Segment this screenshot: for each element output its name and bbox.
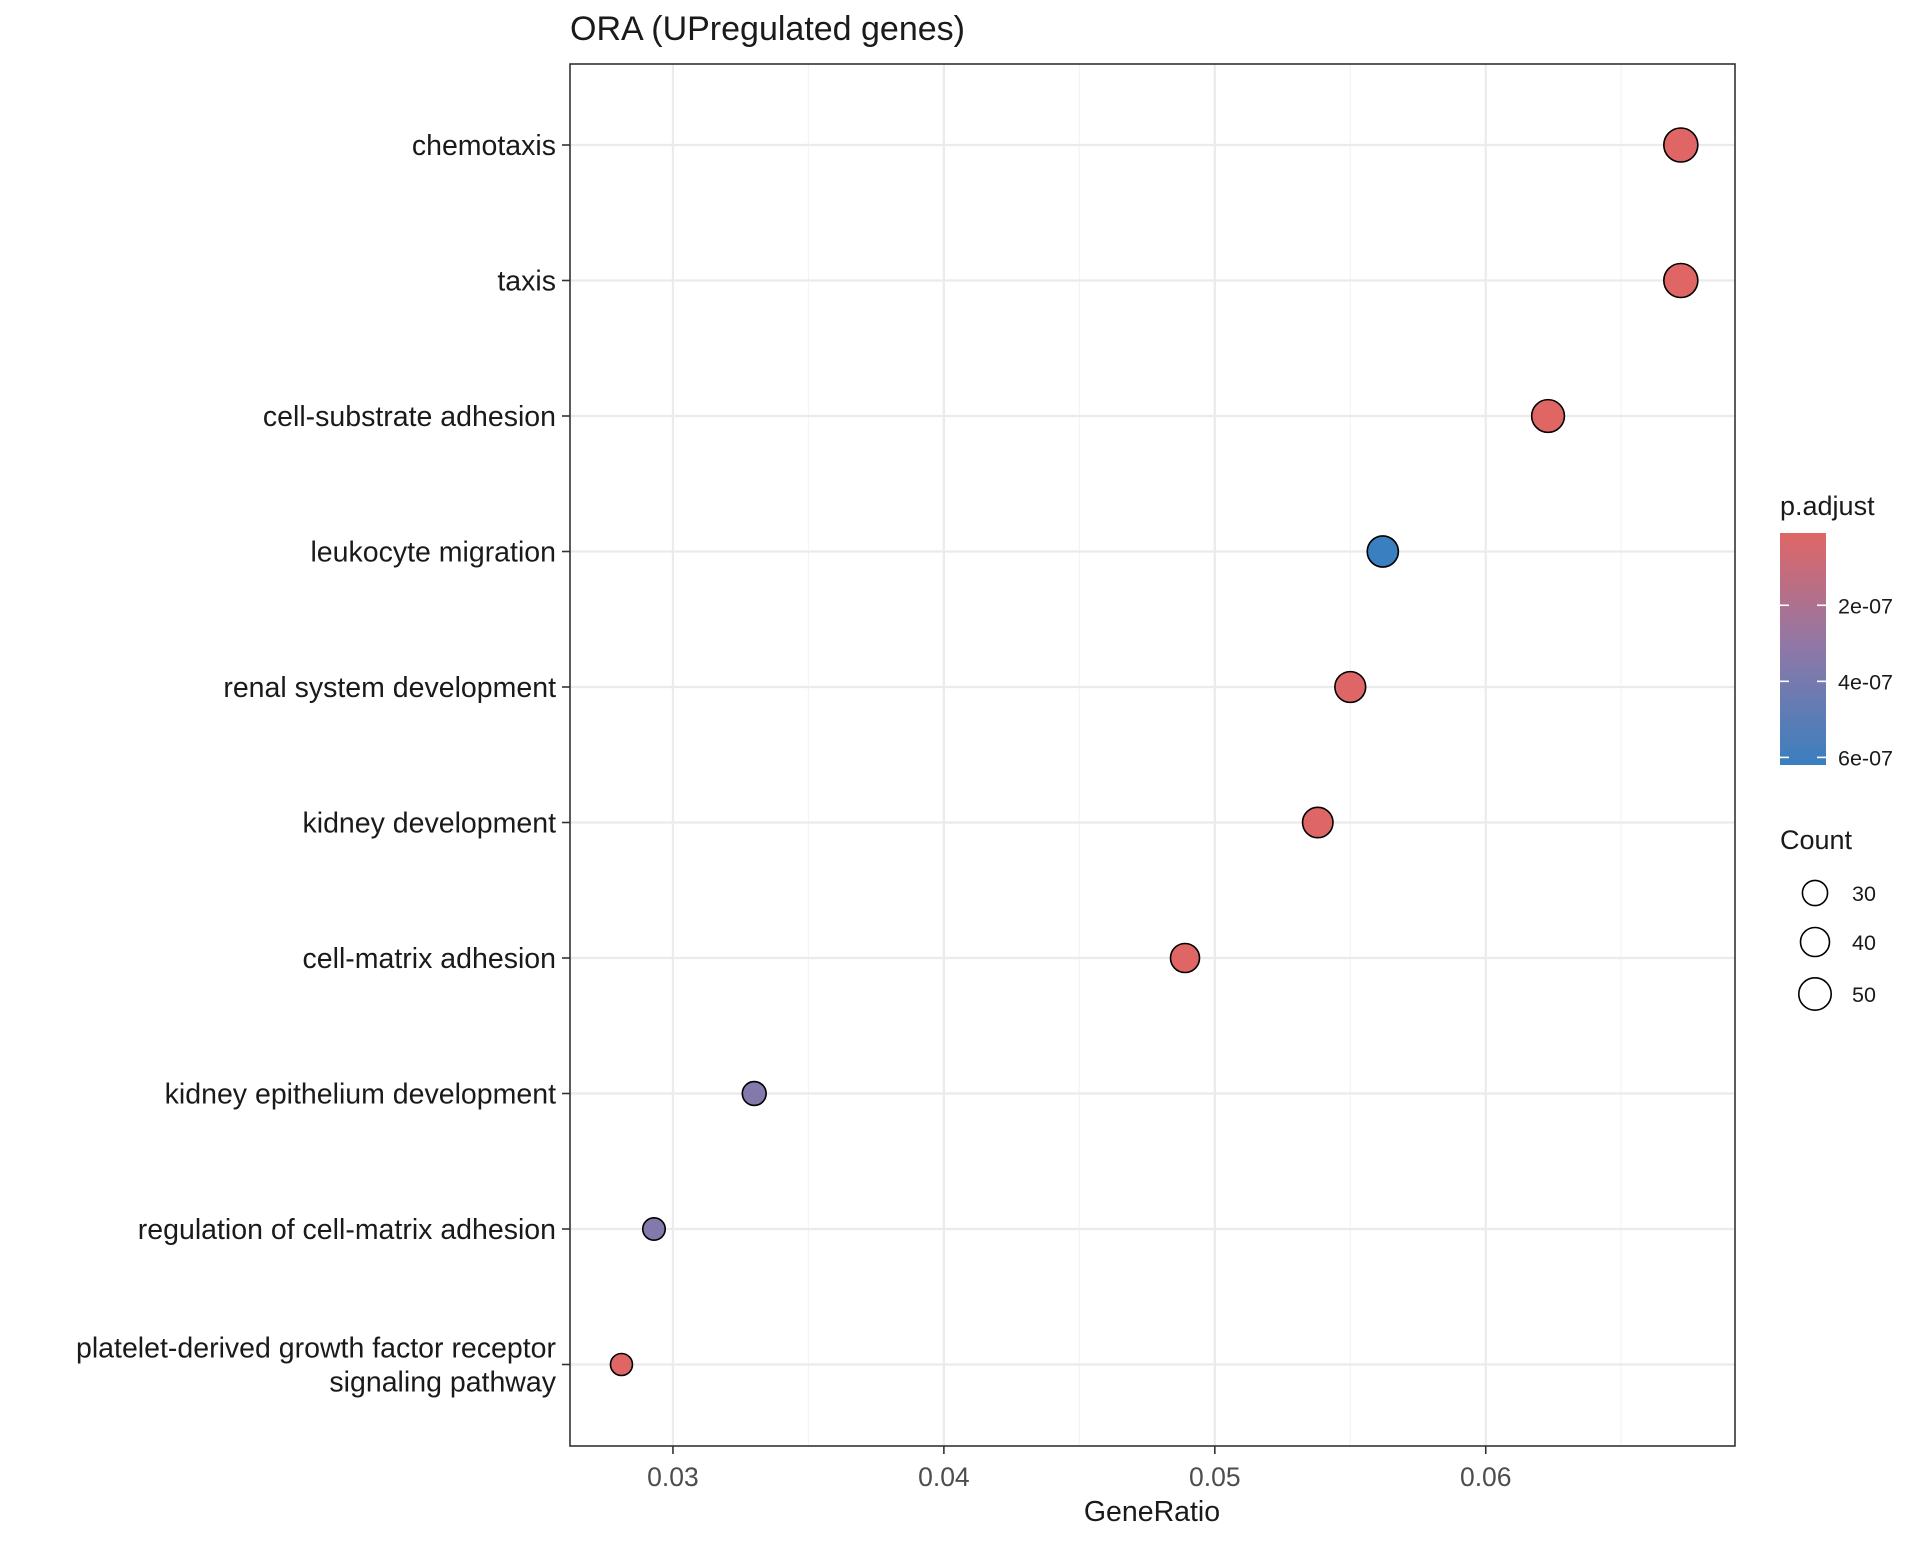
count-legend-items: 30 40 50 bbox=[1797, 879, 1876, 1012]
count-legend-circle bbox=[1801, 879, 1829, 907]
p-adjust-colorbar bbox=[1780, 533, 1826, 765]
y-axis-category-label: taxis bbox=[497, 266, 556, 298]
data-point bbox=[1334, 670, 1367, 704]
x-axis-tick-label: 0.06 bbox=[1460, 1462, 1512, 1492]
p-adjust-legend-ticks: 2e-07 4e-07 6e-07 bbox=[1780, 594, 1893, 770]
data-point bbox=[1169, 942, 1201, 974]
colorbar-tick-label: 4e-07 bbox=[1838, 670, 1893, 694]
data-point bbox=[1663, 262, 1699, 299]
panel-border bbox=[569, 63, 1736, 1447]
chart-title: ORA (UPregulated genes) bbox=[570, 10, 965, 48]
count-legend-label: 40 bbox=[1852, 931, 1876, 955]
grid-lines bbox=[570, 64, 1735, 1446]
colorbar-tick-label: 2e-07 bbox=[1838, 594, 1893, 618]
data-point bbox=[641, 1216, 667, 1242]
x-axis-tick-label: 0.05 bbox=[1189, 1462, 1241, 1492]
y-axis-category-label: kidney development bbox=[303, 808, 557, 840]
count-legend-label: 50 bbox=[1852, 983, 1876, 1007]
data-points bbox=[609, 127, 1699, 1377]
x-axis-tick-label: 0.04 bbox=[918, 1462, 970, 1492]
y-axis-category-label: regulation of cell-matrix adhesion bbox=[138, 1214, 556, 1246]
y-axis: chemotaxis taxis cell-substrate adhesion le… bbox=[76, 130, 570, 1399]
x-axis-tick-label: 0.03 bbox=[647, 1462, 699, 1492]
plot-panel bbox=[569, 63, 1736, 1447]
y-axis-category-label: cell-substrate adhesion bbox=[263, 401, 556, 433]
data-point bbox=[1366, 535, 1400, 568]
y-axis-category-label: cell-matrix adhesion bbox=[303, 943, 556, 975]
count-legend-title: Count bbox=[1780, 825, 1853, 855]
count-legend-circle bbox=[1797, 976, 1833, 1012]
y-axis-category-label: platelet-derived growth factor receptor s… bbox=[76, 1333, 557, 1399]
count-legend-label: 30 bbox=[1852, 882, 1876, 906]
data-point bbox=[1301, 806, 1334, 839]
p-adjust-legend: p.adjust 2e-07 4e-07 6e-07 bbox=[1780, 491, 1893, 770]
count-legend: Count 30 40 50 bbox=[1780, 825, 1876, 1012]
colorbar-tick-label: 6e-07 bbox=[1838, 746, 1893, 770]
y-axis-category-label: chemotaxis bbox=[412, 130, 556, 162]
x-axis: 0.03 0.04 0.05 0.06 bbox=[647, 1446, 1512, 1492]
x-axis-title: GeneRatio bbox=[1084, 1496, 1220, 1528]
data-point bbox=[1530, 398, 1566, 434]
y-axis-category-label: renal system development bbox=[223, 672, 556, 704]
count-legend-circle bbox=[1799, 926, 1831, 958]
data-point bbox=[1663, 127, 1699, 163]
data-point bbox=[741, 1080, 767, 1107]
y-axis-category-label: leukocyte migration bbox=[310, 537, 556, 569]
data-point bbox=[609, 1352, 634, 1377]
y-axis-category-label: kidney epithelium development bbox=[165, 1079, 556, 1111]
p-adjust-legend-title: p.adjust bbox=[1780, 491, 1875, 521]
